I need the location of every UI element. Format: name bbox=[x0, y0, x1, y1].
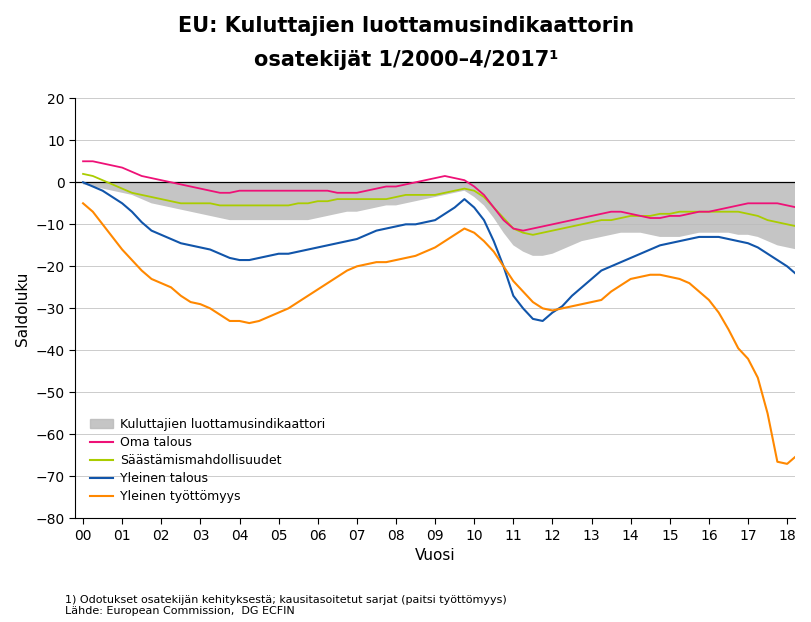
Text: 1) Odotukset osatekijän kehityksestä; kausitasoitetut sarjat (paitsi työttömyys): 1) Odotukset osatekijän kehityksestä; ka… bbox=[65, 595, 506, 605]
Text: Lähde: European Commission,  DG ECFIN: Lähde: European Commission, DG ECFIN bbox=[65, 606, 294, 616]
Legend: Kuluttajien luottamusindikaattori, Oma talous, Säästämismahdollisuudet, Yleinen : Kuluttajien luottamusindikaattori, Oma t… bbox=[85, 413, 330, 508]
Y-axis label: Saldoluku: Saldoluku bbox=[15, 271, 30, 346]
Text: EU: Kuluttajien luottamusindikaattorin: EU: Kuluttajien luottamusindikaattorin bbox=[178, 16, 633, 35]
X-axis label: Vuosi: Vuosi bbox=[414, 549, 455, 564]
Text: osatekijät 1/2000–4/2017¹: osatekijät 1/2000–4/2017¹ bbox=[254, 50, 557, 70]
